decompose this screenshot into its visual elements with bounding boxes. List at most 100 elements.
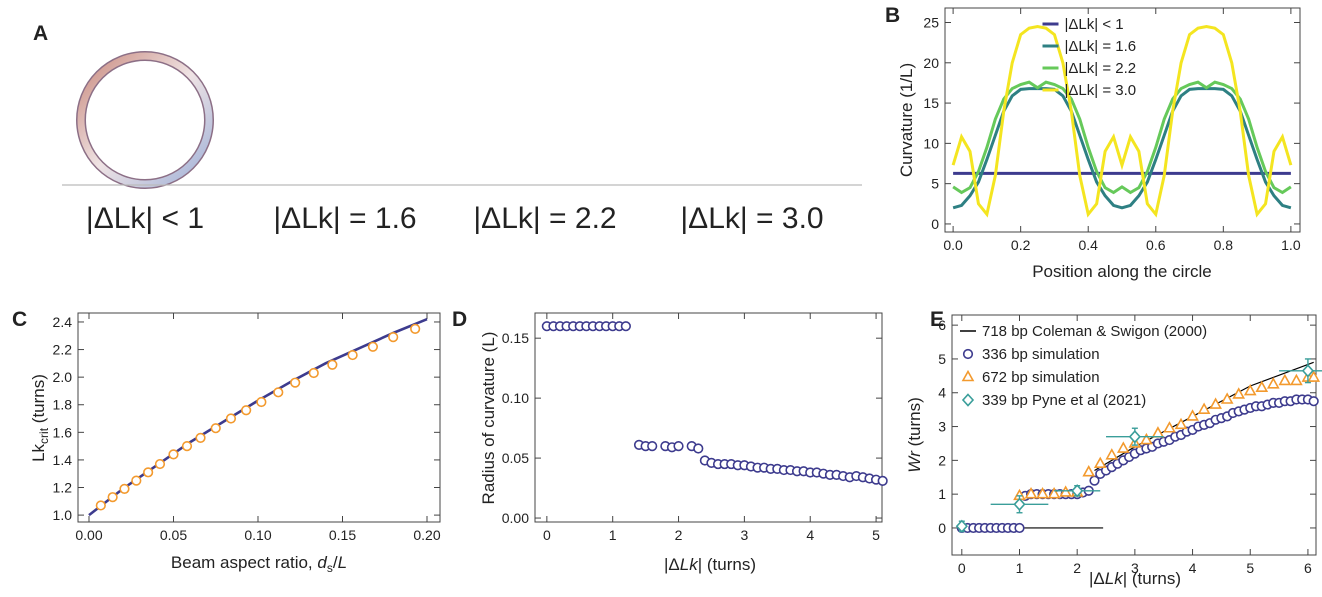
marker — [1308, 396, 1319, 407]
legend-label: 336 bp simulation — [982, 346, 1100, 363]
label-part: | (turns) — [1123, 569, 1181, 588]
y-tick-label: 0.15 — [502, 330, 529, 346]
series-line — [951, 25, 1293, 218]
marker — [1071, 484, 1084, 498]
y-tick-label: 6 — [938, 317, 946, 333]
marker — [1220, 392, 1234, 404]
marker — [95, 500, 106, 511]
marker — [1116, 441, 1130, 453]
marker — [1128, 430, 1141, 444]
marker — [1140, 432, 1153, 445]
y-tick-label: 0.00 — [502, 510, 529, 526]
marker — [195, 432, 206, 443]
x-tick-label: 0.05 — [160, 527, 187, 543]
x-axis-label: |ΔLk| (turns) — [664, 555, 756, 574]
label-part: |Δ — [664, 555, 680, 574]
x-tick-label: 0 — [543, 527, 551, 543]
x-tick-label: 0.00 — [75, 527, 102, 543]
x-tick-label: 1.0 — [1281, 237, 1301, 253]
x-tick-label: 5 — [872, 527, 880, 543]
y-tick-label: 1.2 — [53, 480, 73, 496]
marker — [1163, 421, 1176, 433]
legend-label: |ΔLk| = 2.2 — [1065, 60, 1137, 77]
plot-frame — [77, 312, 441, 523]
y-tick-label: 0 — [931, 216, 939, 232]
marker — [693, 443, 704, 454]
panel-label: B — [885, 4, 900, 27]
marker — [1024, 487, 1038, 499]
x-tick-label: 4 — [806, 527, 814, 543]
x-axis-label: |ΔLk| (turns) — [1089, 569, 1181, 588]
x-tick-label: 3 — [740, 527, 748, 543]
label-part: L — [338, 553, 347, 572]
caption: |ΔLk| < 1 — [86, 202, 204, 235]
marker — [1174, 417, 1188, 430]
marker — [1301, 364, 1315, 378]
label-part: crit — [37, 427, 51, 444]
y-tick-label: 1.8 — [53, 397, 73, 413]
plot-frame — [944, 7, 1301, 233]
y-tick-label: 25 — [923, 15, 939, 31]
legend-swatch — [961, 393, 975, 407]
x-tick-label: 0.15 — [329, 527, 356, 543]
x-tick-label: 0.4 — [1078, 237, 1098, 253]
legend-swatch — [961, 369, 975, 382]
legend-label: |ΔLk| < 1 — [1065, 16, 1124, 33]
label-part: Beam aspect ratio, — [171, 553, 317, 572]
panel-a: A |ΔLk| < 1 |ΔLk| = 1.6 |ΔLk| = 2.2 |ΔLk… — [33, 22, 862, 235]
marker — [241, 405, 252, 416]
y-axis-label: Lkcrit (turns) — [29, 374, 51, 462]
y-tick-label: 1.6 — [53, 424, 73, 440]
x-tick-label: 4 — [1189, 560, 1197, 576]
marker — [210, 423, 221, 434]
caption: |ΔLk| = 1.6 — [273, 202, 416, 235]
x-tick-label: 2 — [1073, 560, 1081, 576]
legend-label: 718 bp Coleman & Swigon (2000) — [982, 323, 1207, 340]
y-tick-label: 5 — [931, 176, 939, 192]
legend-label: 339 bp Pyne et al (2021) — [982, 392, 1146, 409]
y-axis-label: Wr (turns) — [905, 397, 924, 473]
y-tick-label: 2.2 — [53, 342, 73, 358]
marker — [308, 367, 319, 379]
y-tick-label: 1.0 — [53, 507, 73, 523]
marker — [1013, 497, 1026, 511]
label-part: (turns) — [29, 374, 48, 428]
y-tick-label: 0.05 — [502, 450, 529, 466]
y-tick-label: 0.10 — [502, 390, 529, 406]
y-tick-label: 2.4 — [53, 314, 73, 330]
caption: |ΔLk| = 3.0 — [680, 202, 823, 235]
marker — [647, 440, 658, 452]
plot-frame — [951, 314, 1317, 556]
marker — [1197, 402, 1211, 414]
marker — [181, 441, 193, 452]
marker — [327, 359, 338, 370]
legend-swatch — [962, 348, 974, 360]
y-tick-label: 3 — [938, 419, 946, 435]
label-part: | (turns) — [698, 555, 756, 574]
marker — [620, 321, 631, 332]
label-part: |Δ — [1089, 569, 1105, 588]
marker — [1082, 465, 1096, 477]
label-part: Lk — [29, 443, 48, 461]
x-tick-label: 2 — [675, 527, 683, 543]
x-tick-label: 0.8 — [1214, 237, 1234, 253]
marker — [290, 377, 301, 388]
marker — [1232, 387, 1246, 399]
marker — [225, 413, 237, 424]
y-tick-label: 2.0 — [53, 369, 73, 385]
x-tick-label: 0.6 — [1146, 237, 1166, 253]
marker — [1290, 373, 1303, 386]
x-tick-label: 0 — [958, 560, 966, 576]
label-part: (turns) — [905, 397, 924, 451]
marker — [1036, 487, 1049, 499]
label-part: Lk — [1105, 569, 1124, 588]
x-axis-label: Position along the circle — [1032, 262, 1212, 281]
x-axis-label: Beam aspect ratio, ds/L — [171, 553, 347, 575]
marker — [347, 349, 358, 361]
legend-label: 672 bp simulation — [982, 369, 1100, 386]
x-tick-label: 0.2 — [1011, 237, 1031, 253]
marker — [119, 483, 130, 494]
panel-label: E — [930, 308, 944, 331]
x-tick-label: 0.0 — [943, 237, 963, 253]
legend-label: |ΔLk| = 3.0 — [1065, 82, 1137, 99]
